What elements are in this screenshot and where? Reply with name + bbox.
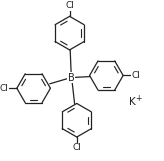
Text: B: B — [68, 73, 75, 83]
Text: K: K — [129, 97, 135, 107]
Text: Cl: Cl — [72, 143, 81, 152]
Text: Cl: Cl — [0, 84, 8, 93]
Text: Cl: Cl — [132, 71, 141, 80]
Text: +: + — [135, 94, 141, 103]
Text: Cl: Cl — [65, 1, 74, 10]
